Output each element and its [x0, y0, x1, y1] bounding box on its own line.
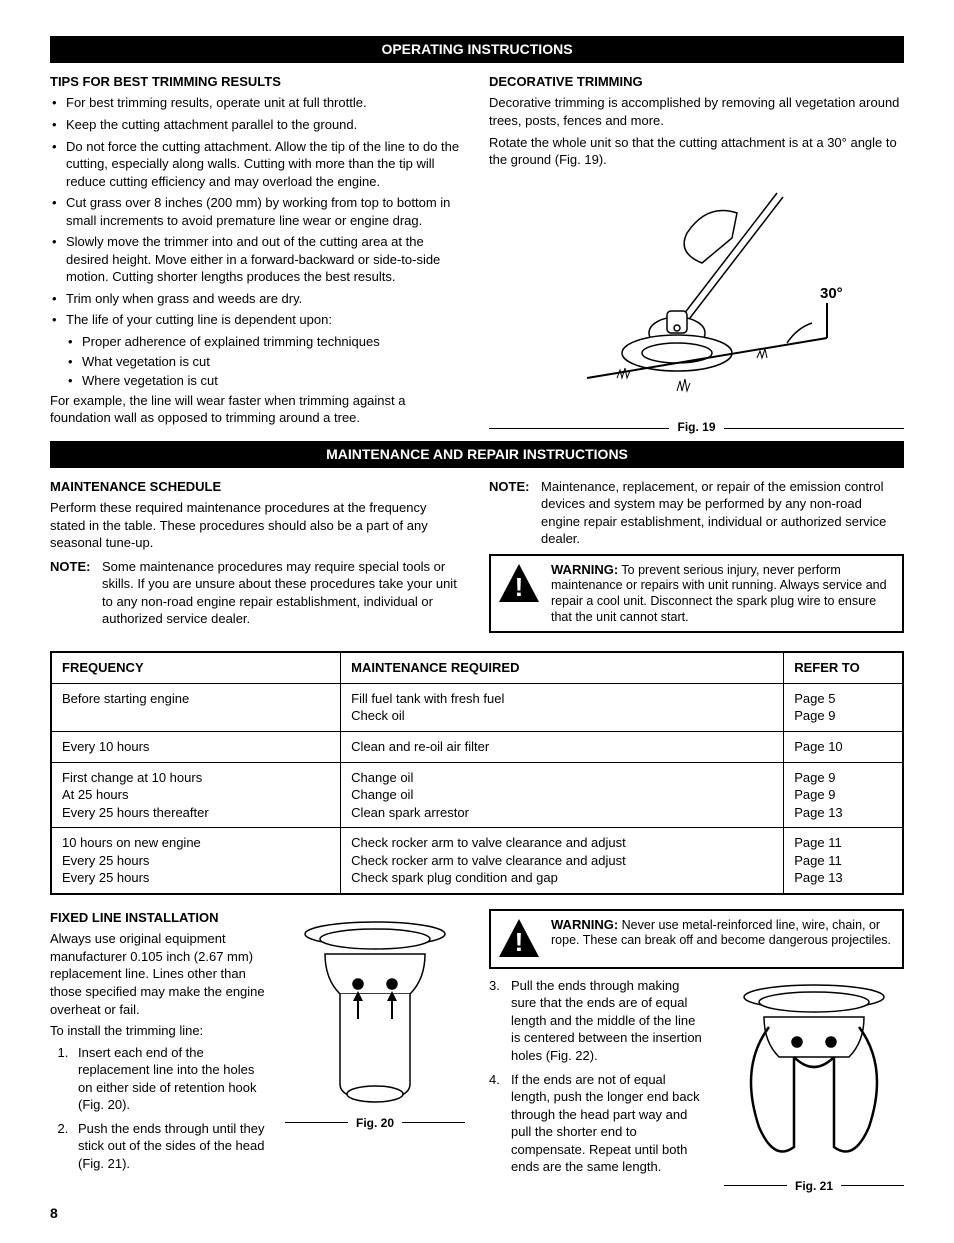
- step-text: Pull the ends through making sure that t…: [511, 977, 704, 1065]
- trimmer-head-line-illustration: [729, 977, 899, 1172]
- table-row: Before starting engineFill fuel tank wit…: [51, 683, 903, 731]
- table-cell: Page 5Page 9: [784, 683, 903, 731]
- table-cell: Page 10: [784, 731, 903, 762]
- page-number: 8: [50, 1204, 904, 1223]
- maintenance-table: FREQUENCY MAINTENANCE REQUIRED REFER TO …: [50, 651, 904, 894]
- tips-list: For best trimming results, operate unit …: [50, 94, 465, 329]
- decorative-p2: Rotate the whole unit so that the cuttin…: [489, 134, 904, 169]
- tips-item: Keep the cutting attachment parallel to …: [50, 116, 465, 134]
- figure-20: Fig. 20: [285, 909, 465, 1124]
- note-body: Maintenance, replacement, or repair of t…: [541, 478, 904, 548]
- tips-heading: TIPS FOR BEST TRIMMING RESULTS: [50, 73, 465, 91]
- table-cell: First change at 10 hoursAt 25 hoursEvery…: [51, 762, 341, 828]
- fig19-label: Fig. 19: [669, 419, 723, 435]
- maint-right-col: NOTE: Maintenance, replacement, or repai…: [489, 478, 904, 642]
- table-row: Every 10 hoursClean and re-oil air filte…: [51, 731, 903, 762]
- tips-item: For best trimming results, operate unit …: [50, 94, 465, 112]
- fig21-label: Fig. 21: [787, 1178, 841, 1194]
- table-row: First change at 10 hoursAt 25 hoursEvery…: [51, 762, 903, 828]
- table-cell: 10 hours on new engineEvery 25 hoursEver…: [51, 828, 341, 894]
- maint-schedule-heading: MAINTENANCE SCHEDULE: [50, 478, 465, 496]
- fig20-label: Fig. 20: [348, 1115, 402, 1131]
- note-body: Some maintenance procedures may require …: [102, 558, 465, 628]
- svg-text:!: !: [515, 572, 524, 602]
- decorative-heading: DECORATIVE TRIMMING: [489, 73, 904, 91]
- figure-21: Fig. 21: [724, 977, 904, 1187]
- th-refer: REFER TO: [784, 652, 903, 683]
- section-header-operating: OPERATING INSTRUCTIONS: [50, 36, 904, 63]
- tips-subitem: Proper adherence of explained trimming t…: [66, 333, 465, 351]
- tips-subitem: Where vegetation is cut: [66, 372, 465, 390]
- step-item: 4.If the ends are not of equal length, p…: [489, 1071, 704, 1176]
- th-maintenance: MAINTENANCE REQUIRED: [341, 652, 784, 683]
- step-2: Push the ends through until they stick o…: [72, 1120, 265, 1173]
- fixed-line-steps-left: Insert each end of the replacement line …: [50, 1044, 265, 1173]
- warning-label: WARNING:: [551, 562, 618, 577]
- note-label: NOTE:: [50, 558, 102, 628]
- note-2: NOTE: Maintenance, replacement, or repai…: [489, 478, 904, 548]
- tips-column: TIPS FOR BEST TRIMMING RESULTS For best …: [50, 73, 465, 431]
- step-item: 3.Pull the ends through making sure that…: [489, 977, 704, 1065]
- angle-label: 30°: [820, 285, 843, 302]
- tips-item: Do not force the cutting attachment. All…: [50, 138, 465, 191]
- table-cell: Change oilChange oilClean spark arrestor: [341, 762, 784, 828]
- table-cell: Fill fuel tank with fresh fuelCheck oil: [341, 683, 784, 731]
- maint-schedule-p1: Perform these required maintenance proce…: [50, 499, 465, 552]
- fixed-line-p1: Always use original equipment manufactur…: [50, 930, 265, 1018]
- table-cell: Page 11Page 11Page 13: [784, 828, 903, 894]
- tips-item: The life of your cutting line is depende…: [50, 311, 465, 329]
- step-number: 3.: [489, 977, 511, 1065]
- decorative-column: DECORATIVE TRIMMING Decorative trimming …: [489, 73, 904, 431]
- tips-footer: For example, the line will wear faster w…: [50, 392, 465, 427]
- table-cell: Before starting engine: [51, 683, 341, 731]
- note-1: NOTE: Some maintenance procedures may re…: [50, 558, 465, 628]
- table-cell: Clean and re-oil air filter: [341, 731, 784, 762]
- step-number: 4.: [489, 1071, 511, 1176]
- tips-item: Slowly move the trimmer into and out of …: [50, 233, 465, 286]
- table-cell: Page 9Page 9Page 13: [784, 762, 903, 828]
- warning-label: WARNING:: [551, 917, 618, 932]
- tips-item: Cut grass over 8 inches (200 mm) by work…: [50, 194, 465, 229]
- tips-sublist: Proper adherence of explained trimming t…: [50, 333, 465, 390]
- figure-19: 30° Fig. 19: [489, 175, 904, 430]
- fixed-line-steps-right: 3.Pull the ends through making sure that…: [489, 977, 704, 1176]
- warning-box-1: ! WARNING: To prevent serious injury, ne…: [489, 554, 904, 634]
- decorative-p1: Decorative trimming is accomplished by r…: [489, 94, 904, 129]
- fixed-line-left: FIXED LINE INSTALLATION Always use origi…: [50, 909, 465, 1187]
- table-cell: Check rocker arm to valve clearance and …: [341, 828, 784, 894]
- warning-icon: !: [497, 917, 541, 961]
- step-text: If the ends are not of equal length, pus…: [511, 1071, 704, 1176]
- step-1: Insert each end of the replacement line …: [72, 1044, 265, 1114]
- note-label: NOTE:: [489, 478, 541, 548]
- trimmer-head-top-illustration: [290, 909, 460, 1109]
- table-cell: Every 10 hours: [51, 731, 341, 762]
- maint-left-col: MAINTENANCE SCHEDULE Perform these requi…: [50, 478, 465, 642]
- tips-subitem: What vegetation is cut: [66, 353, 465, 371]
- fixed-line-right: ! WARNING: Never use metal-reinforced li…: [489, 909, 904, 1187]
- table-row: 10 hours on new engineEvery 25 hoursEver…: [51, 828, 903, 894]
- fixed-line-heading: FIXED LINE INSTALLATION: [50, 909, 265, 927]
- trimmer-angle-illustration: 30°: [527, 183, 867, 413]
- svg-text:!: !: [515, 927, 524, 957]
- warning-box-2: ! WARNING: Never use metal-reinforced li…: [489, 909, 904, 969]
- warning-icon: !: [497, 562, 541, 606]
- tips-item: Trim only when grass and weeds are dry.: [50, 290, 465, 308]
- section-header-maintenance: MAINTENANCE AND REPAIR INSTRUCTIONS: [50, 441, 904, 468]
- th-frequency: FREQUENCY: [51, 652, 341, 683]
- fixed-line-p2: To install the trimming line:: [50, 1022, 265, 1040]
